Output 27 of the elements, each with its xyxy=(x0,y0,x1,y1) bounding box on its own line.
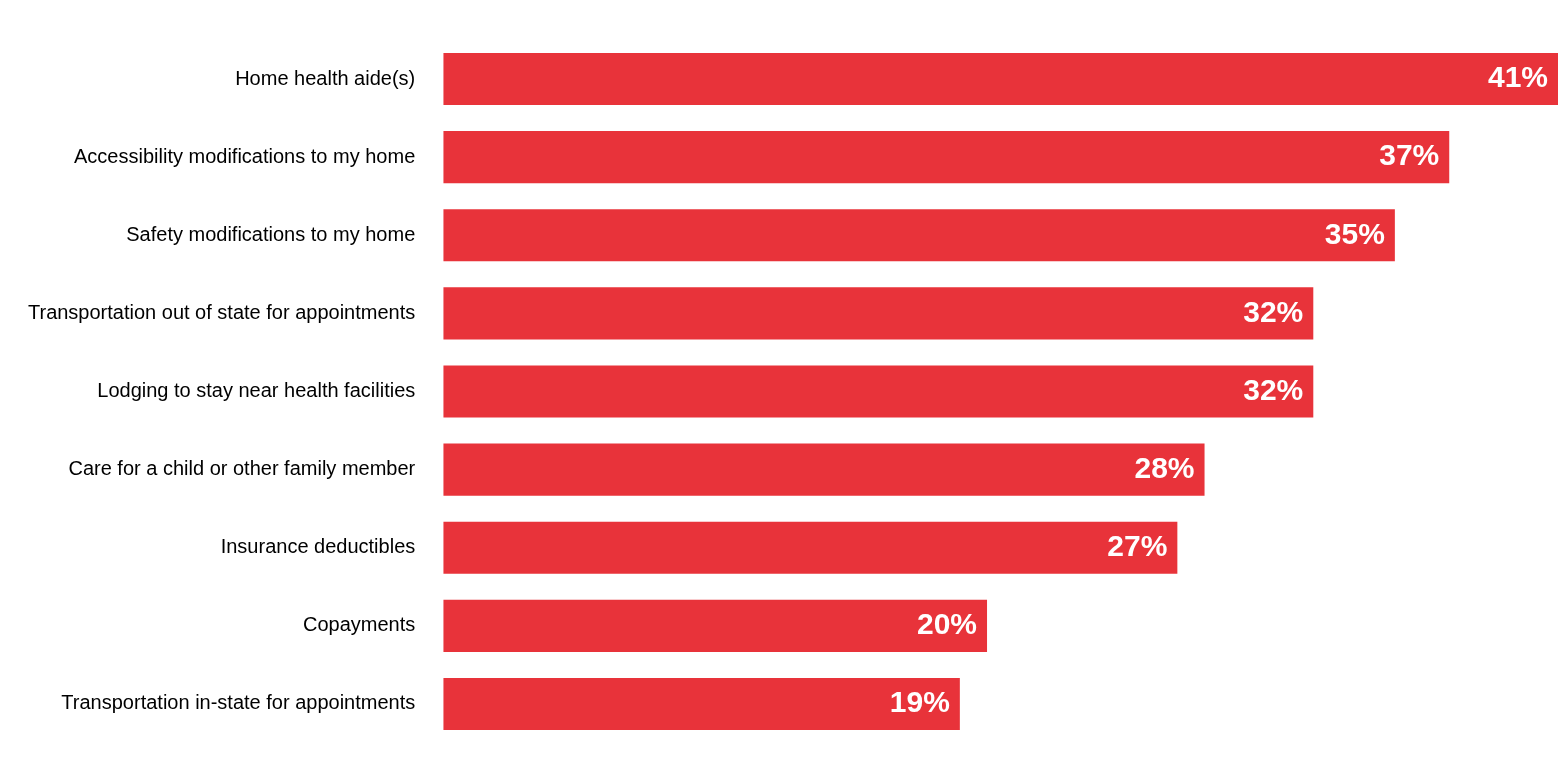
bar xyxy=(443,209,1395,262)
bar xyxy=(443,287,1314,340)
data-label: 41% xyxy=(1487,60,1548,94)
y-tick-label: Copayments xyxy=(302,613,416,636)
data-label: 27% xyxy=(1107,528,1168,562)
bar xyxy=(443,521,1178,574)
bar xyxy=(443,443,1205,496)
y-tick-label: Transportation in-state for appointments xyxy=(61,691,416,714)
bar xyxy=(443,131,1450,184)
bar xyxy=(443,365,1314,418)
y-tick-label: Care for a child or other family member xyxy=(68,457,416,480)
data-label: 32% xyxy=(1243,294,1304,328)
y-tick-label: Accessibility modifications to my home xyxy=(74,144,416,167)
y-tick-label: Lodging to stay near health facilities xyxy=(97,379,416,402)
data-label: 19% xyxy=(889,685,950,719)
y-tick-label: Safety modifications to my home xyxy=(126,222,416,245)
bar xyxy=(443,677,960,730)
y-tick-label: Transportation out of state for appointments xyxy=(27,300,416,323)
data-label: 20% xyxy=(916,607,978,641)
y-tick-label: Insurance deductibles xyxy=(220,535,416,558)
data-label: 28% xyxy=(1134,450,1195,484)
y-tick-label: Home health aide(s) xyxy=(235,66,416,89)
data-label: 37% xyxy=(1379,138,1440,172)
bar xyxy=(443,53,1558,106)
data-label: 32% xyxy=(1243,372,1304,406)
data-label: 35% xyxy=(1324,216,1385,250)
bar xyxy=(443,599,988,652)
